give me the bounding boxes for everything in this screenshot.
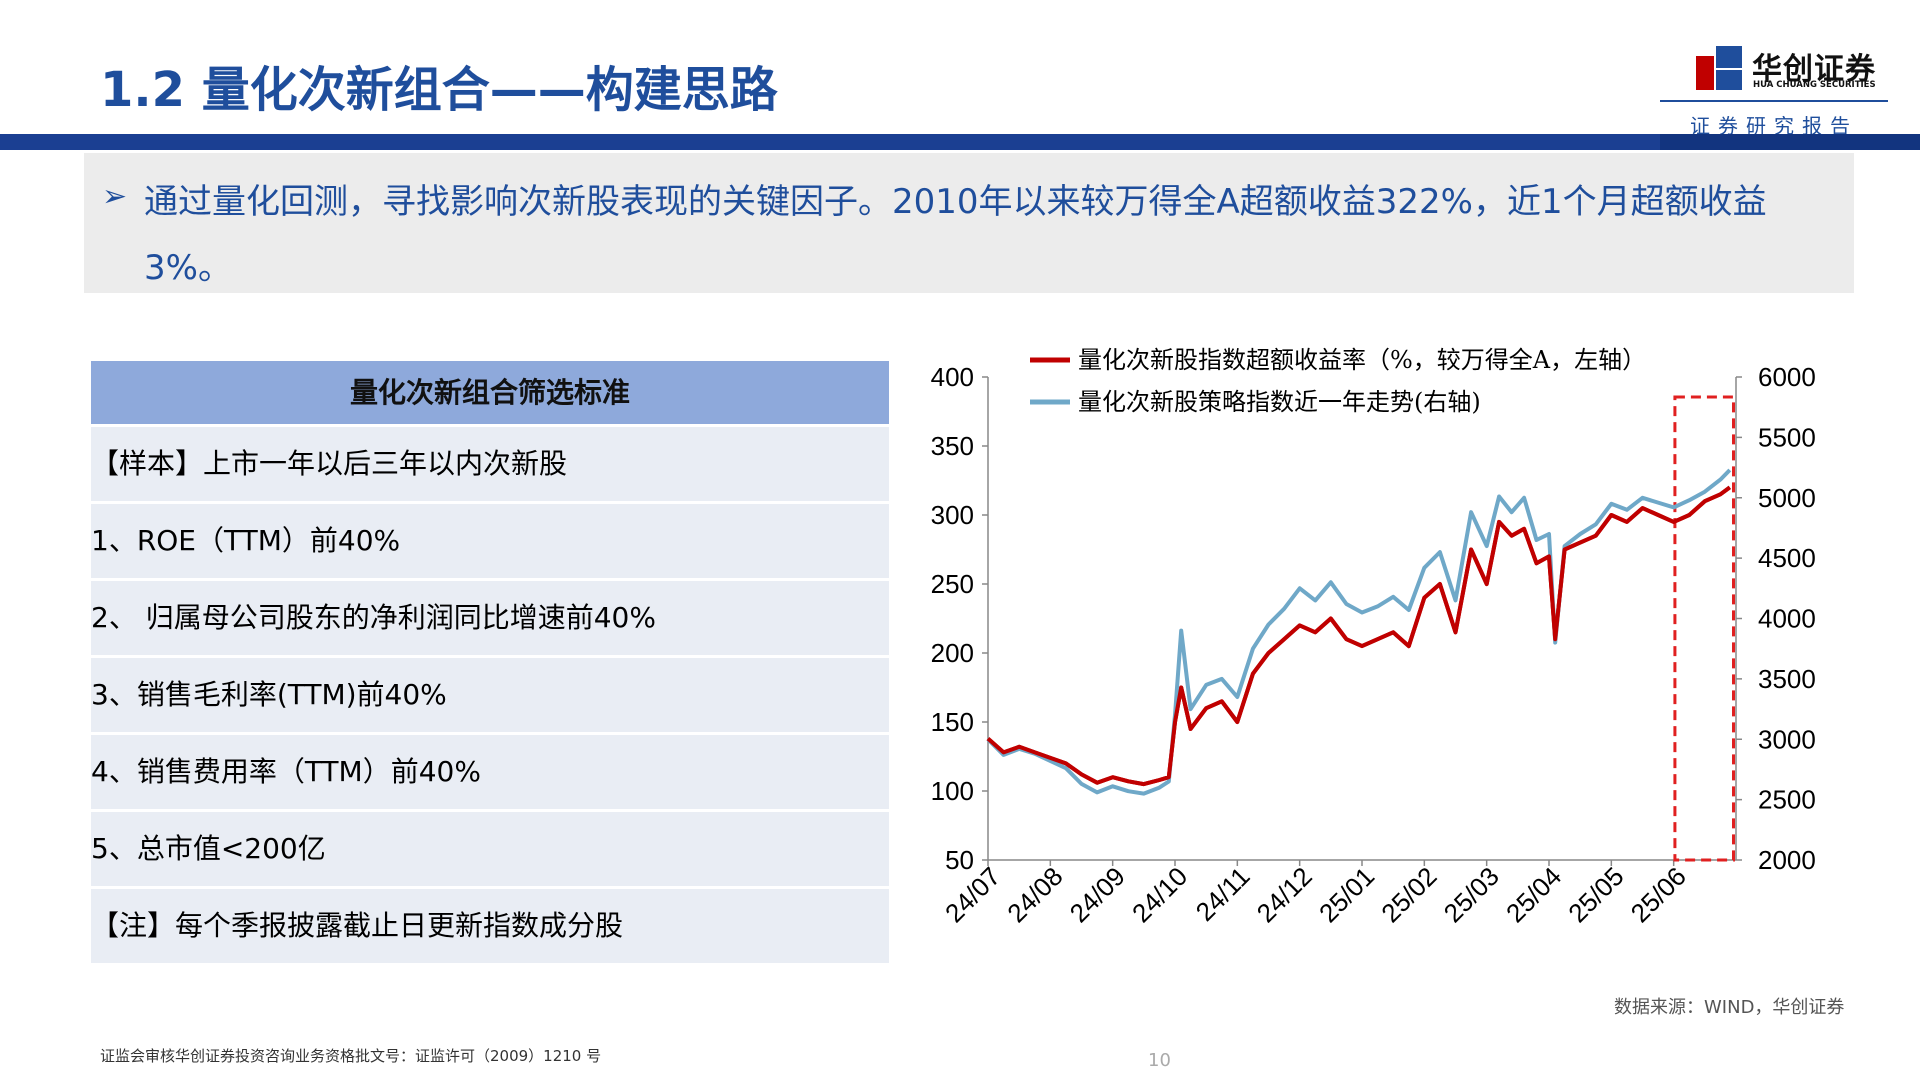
x-tick-label: 25/03 <box>1438 861 1505 928</box>
header-bar-accent <box>0 134 1660 150</box>
page-number: 10 <box>1148 1050 1171 1071</box>
right-tick-label: 2500 <box>1758 785 1816 815</box>
brand-logo: 华创证券 HUA CHUANG SECURITIES 证券研究报告 <box>1660 42 1890 142</box>
summary-text: 通过量化回测，寻找影响次新股表现的关键因子。2010年以来较万得全A超额收益32… <box>144 182 1767 288</box>
right-tick-label: 4000 <box>1758 604 1816 634</box>
criteria-row: 4、销售费用率（TTM）前40% <box>91 735 889 809</box>
x-tick-label: 25/04 <box>1500 861 1567 928</box>
brand-mark-icon <box>1696 46 1742 90</box>
left-tick-label: 50 <box>945 845 974 875</box>
criteria-row: 2、 归属母公司股东的净利润同比增速前40% <box>91 581 889 655</box>
brand-name-cn: 华创证券 <box>1752 52 1876 87</box>
x-tick-label: 24/09 <box>1064 861 1131 928</box>
right-tick-label: 6000 <box>1758 362 1816 392</box>
right-tick-label: 4500 <box>1758 543 1816 573</box>
strategy-index-line <box>986 468 1732 796</box>
brand-name-en: HUA CHUANG SECURITIES <box>1753 80 1876 90</box>
x-tick-label: 24/12 <box>1251 861 1318 928</box>
right-tick-label: 5000 <box>1758 483 1816 513</box>
right-tick-label: 3500 <box>1758 664 1816 694</box>
x-tick-label: 24/10 <box>1126 861 1193 928</box>
footer-license: 证监会审核华创证券投资咨询业务资格批文号：证监许可（2009）1210 号 <box>100 1047 602 1065</box>
arrow-right-icon: ➢ <box>102 179 128 214</box>
page-title: 1.2 量化次新组合——构建思路 <box>100 62 778 118</box>
criteria-row: 3、销售毛利率(TTM)前40% <box>91 658 889 732</box>
criteria-table-title: 量化次新组合筛选标准 <box>91 361 889 424</box>
left-tick-label: 400 <box>931 362 974 392</box>
excess-return-chart: 400 350 300 250 200 150 100 50 6000 5500 5000 4500 4… <box>931 346 1816 928</box>
criteria-row: 5、总市值<200亿 <box>91 812 889 886</box>
left-tick-label: 200 <box>931 638 974 668</box>
left-tick-label: 100 <box>931 776 974 806</box>
excess-return-line <box>986 485 1731 787</box>
left-tick-label: 350 <box>931 431 974 461</box>
x-tick-label: 25/05 <box>1562 861 1629 928</box>
criteria-row: 1、ROE（TTM）前40% <box>91 504 889 578</box>
summary-box: ➢ 通过量化回测，寻找影响次新股表现的关键因子。2010年以来较万得全A超额收益… <box>84 153 1854 293</box>
highlight-box <box>1673 395 1736 862</box>
right-tick-label: 5500 <box>1758 422 1816 452</box>
right-tick-label: 2000 <box>1758 845 1816 875</box>
left-tick-label: 300 <box>931 500 974 530</box>
left-tick-label: 250 <box>931 569 974 599</box>
x-tick-label: 25/06 <box>1625 861 1692 928</box>
source-note: 数据来源：WIND，华创证券 <box>1614 997 1845 1018</box>
brand-divider <box>1660 100 1888 102</box>
criteria-row: 【注】每个季报披露截止日更新指数成分股 <box>91 889 889 963</box>
x-tick-label: 24/08 <box>1001 861 1068 928</box>
x-tick-label: 25/02 <box>1375 861 1442 928</box>
right-tick-label: 3000 <box>1758 724 1816 754</box>
x-tick-label: 24/11 <box>1190 861 1256 927</box>
criteria-row: 【样本】上市一年以后三年以内次新股 <box>91 427 889 501</box>
x-tick-label: 25/01 <box>1313 861 1380 928</box>
legend-label: 量化次新股指数超额收益率（%，较万得全A，左轴） <box>1078 346 1646 374</box>
left-tick-label: 150 <box>931 707 974 737</box>
legend-label: 量化次新股策略指数近一年走势(右轴) <box>1078 388 1481 416</box>
criteria-table: 量化次新组合筛选标准 【样本】上市一年以后三年以内次新股 1、ROE（TTM）前… <box>91 361 889 963</box>
excess-return-line-front <box>986 485 1731 787</box>
